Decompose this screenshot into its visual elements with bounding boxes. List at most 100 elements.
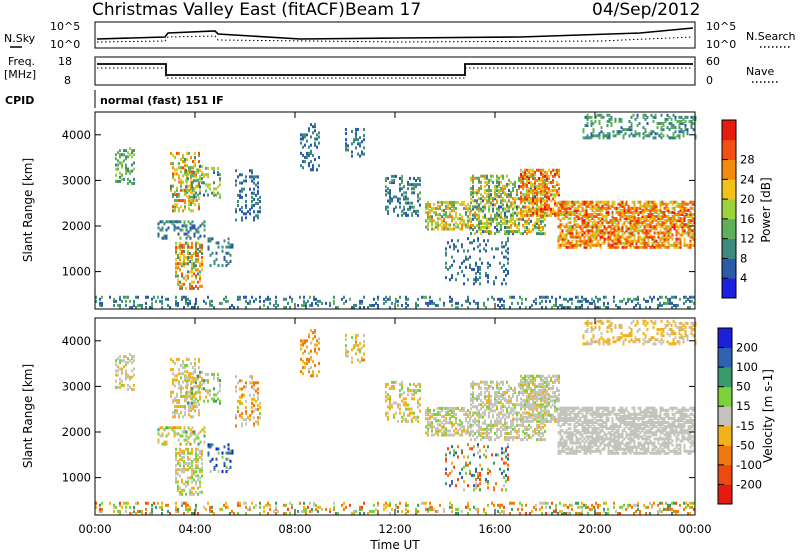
velocity-cell [387, 405, 389, 409]
power-cell [182, 166, 184, 170]
power-cell [135, 306, 137, 309]
power-cell [645, 229, 648, 233]
velocity-cell [316, 374, 318, 378]
power-cell [672, 134, 675, 138]
power-cell [193, 232, 196, 236]
power-cell [461, 219, 463, 223]
power-cell [544, 201, 546, 205]
velocity-cell [177, 468, 179, 472]
power-cell [496, 223, 498, 227]
power-cell [670, 121, 673, 125]
velocity-cell [393, 380, 395, 384]
power-cell [551, 306, 553, 309]
power-cell [542, 211, 544, 215]
power-cell [670, 124, 673, 128]
velocity-cell [496, 392, 498, 396]
power-cell [593, 237, 596, 241]
velocity-cell [115, 359, 117, 363]
power-cell [673, 241, 676, 245]
power-cell [487, 276, 489, 280]
velocity-cell [255, 420, 257, 424]
power-cell [505, 282, 507, 286]
power-cell [197, 306, 199, 309]
velocity-cell [235, 424, 237, 428]
power-cell [651, 237, 654, 241]
power-cell [504, 230, 506, 234]
power-cell [475, 280, 477, 284]
power-cell [195, 284, 197, 288]
power-cell [435, 223, 437, 227]
power-cell [209, 303, 211, 307]
power-cell [411, 201, 413, 205]
power-cell [681, 223, 684, 227]
power-cell [399, 197, 401, 201]
power-cell [639, 219, 642, 223]
power-cell [389, 201, 391, 205]
power-cell [178, 192, 180, 196]
velocity-cell [191, 486, 193, 490]
power-cell [170, 186, 172, 190]
colorbar-swatch [722, 278, 736, 299]
power-cell [427, 221, 429, 225]
power-cell [459, 221, 461, 225]
power-cell [627, 231, 630, 235]
power-cell [191, 220, 194, 224]
power-cell [609, 235, 612, 239]
power-cell [182, 209, 184, 213]
velocity-cell [437, 431, 439, 435]
power-cell [119, 179, 121, 183]
velocity-cell [174, 415, 176, 419]
power-cell [639, 202, 642, 206]
power-cell [197, 241, 199, 245]
power-cell [445, 225, 447, 229]
power-cell [679, 204, 682, 208]
power-cell [565, 229, 568, 233]
power-cell [536, 207, 538, 211]
power-cell [447, 223, 449, 227]
power-cell [397, 197, 399, 201]
power-cell [512, 230, 514, 234]
power-cell [482, 174, 484, 178]
power-cell [591, 206, 594, 210]
power-cell [413, 191, 415, 195]
velocity-cell [191, 480, 193, 484]
velocity-cell [507, 478, 509, 482]
power-cell [455, 306, 457, 309]
power-cell [550, 189, 552, 193]
power-cell [411, 191, 413, 195]
power-cell [671, 202, 674, 206]
power-cell [484, 225, 486, 229]
power-cell [679, 225, 682, 229]
power-cell [553, 303, 555, 307]
power-cell [575, 295, 577, 299]
power-cell [425, 211, 427, 215]
power-cell [231, 245, 234, 249]
velocity-cell [425, 408, 427, 412]
power-cell [197, 268, 199, 272]
power-cell [546, 205, 548, 209]
velocity-cell [496, 413, 498, 417]
velocity-cell [180, 390, 182, 394]
power-cell [321, 301, 323, 305]
power-cell [683, 237, 686, 241]
power-cell [498, 207, 500, 211]
velocity-cell [177, 451, 179, 455]
power-cell [488, 189, 490, 193]
power-cell [597, 231, 600, 235]
power-cell [615, 219, 618, 223]
power-cell [123, 159, 125, 163]
power-cell [201, 247, 203, 251]
power-cell [193, 226, 196, 230]
power-cell [363, 127, 365, 131]
power-cell [569, 217, 572, 221]
power-cell [490, 232, 492, 236]
velocity-cell [115, 369, 117, 373]
power-cell [187, 256, 189, 260]
velocity-cell [239, 395, 241, 399]
velocity-cell [198, 357, 200, 361]
power-cell [605, 229, 608, 233]
power-cell [499, 299, 501, 303]
velocity-cell [241, 424, 243, 428]
power-cell [183, 276, 185, 280]
power-cell [185, 173, 187, 177]
